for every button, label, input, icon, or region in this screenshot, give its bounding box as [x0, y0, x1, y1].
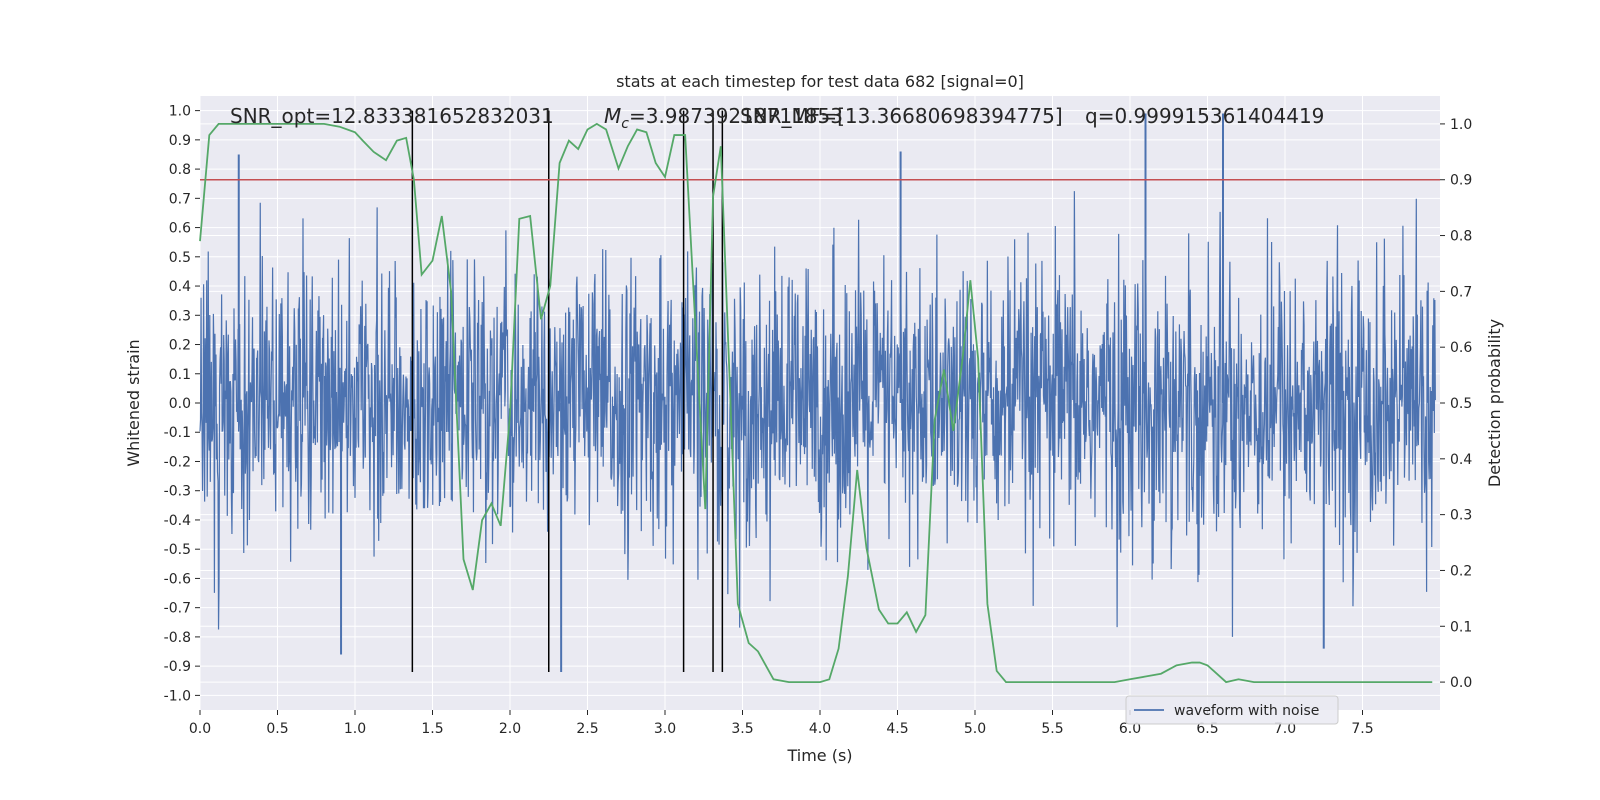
y-left-tick-label: 0.6 — [169, 221, 191, 237]
x-axis-ticks: 0.0 0.5 1.0 1.5 2.0 2.5 3.0 3.5 4.0 4.5 5.0 5.5 6.0 6… — [189, 710, 1374, 737]
x-tick-label: 4.0 — [809, 721, 831, 737]
y-axis-right-ticks: 0.0 0.1 0.2 0.3 0.4 0.5 0.6 0.7 0.8 0.9 1.0 — [1440, 117, 1472, 691]
x-tick-label: 3.0 — [654, 721, 676, 737]
x-tick-label: 0.0 — [189, 721, 211, 737]
annotation-chirp-mass-value: =3.98739218711853 — [629, 104, 843, 128]
x-tick-label: 5.0 — [964, 721, 986, 737]
y-left-tick-label: 0.0 — [169, 396, 191, 412]
x-tick-label: 5.5 — [1041, 721, 1063, 737]
annotation-chirp-mass-subscript: c — [621, 116, 629, 132]
y-left-tick-label: -0.9 — [164, 659, 191, 675]
y-right-tick-label: 0.3 — [1450, 508, 1472, 524]
y-left-tick-label: 0.2 — [169, 338, 191, 354]
y-left-tick-label: -0.8 — [164, 630, 191, 646]
probability-curve — [199, 122, 1433, 684]
y-right-tick-label: 0.5 — [1450, 396, 1472, 412]
y-right-tick-label: 0.9 — [1450, 173, 1472, 189]
x-tick-label: 3.5 — [731, 721, 753, 737]
y-left-tick-label: 0.3 — [169, 308, 191, 324]
y-left-tick-label: 0.4 — [169, 279, 191, 295]
x-tick-label: 0.5 — [266, 721, 288, 737]
x-tick-label: 2.0 — [499, 721, 521, 737]
waveform-trace — [199, 169, 1436, 637]
y-left-tick-label: -0.2 — [164, 454, 191, 470]
y-axis-left-label: Whitened strain — [124, 339, 143, 466]
annotation-snr-opt: SNR_opt=12.833381652832031 — [230, 104, 554, 128]
y-right-tick-label: 0.6 — [1450, 340, 1472, 356]
legend-box — [1125, 695, 1339, 725]
legend: waveform with noise — [1125, 695, 1339, 725]
legend-label: waveform with noise — [1174, 703, 1319, 719]
y-left-tick-label: -0.5 — [164, 542, 191, 558]
y-left-tick-label: -0.3 — [164, 484, 191, 500]
x-tick-label: 1.0 — [344, 721, 366, 737]
x-tick-label: 2.5 — [576, 721, 598, 737]
y-axis-right-label: Detection probability — [1485, 319, 1504, 487]
annotation-snr-mf: SNR_MF=[13.36680698394775] — [740, 104, 1063, 128]
waveform-with-noise-series — [199, 113, 1436, 672]
y-right-tick-label: 0.7 — [1450, 284, 1472, 300]
y-left-tick-label: 0.5 — [169, 250, 191, 266]
y-left-tick-label: 0.1 — [169, 367, 191, 383]
y-left-tick-label: 0.7 — [169, 191, 191, 207]
y-left-tick-label: -0.6 — [164, 571, 191, 587]
y-right-tick-label: 1.0 — [1450, 117, 1472, 133]
grid — [199, 96, 1440, 710]
y-left-tick-label: -0.7 — [164, 601, 191, 617]
detection-probability-series — [199, 122, 1433, 684]
y-right-tick-label: 0.1 — [1450, 619, 1472, 635]
y-left-tick-label: -1.0 — [164, 688, 191, 704]
chart-title: stats at each timestep for test data 682… — [616, 72, 1024, 91]
y-right-tick-label: 0.0 — [1450, 675, 1472, 691]
y-right-tick-label: 0.2 — [1450, 563, 1472, 579]
x-tick-label: 7.0 — [1274, 721, 1296, 737]
y-axis-left-ticks: -1.0 -0.9 -0.8 -0.7 -0.6 -0.5 -0.4 -0.3 -0.2 -0.1… — [164, 104, 200, 704]
x-tick-label: 4.5 — [886, 721, 908, 737]
x-tick-label: 6.0 — [1119, 721, 1141, 737]
x-axis-label: Time (s) — [786, 746, 852, 765]
annotation-mass-ratio: q=0.999915361404419 — [1085, 104, 1324, 128]
y-left-tick-label: -0.4 — [164, 513, 191, 529]
x-tick-label: 1.5 — [421, 721, 443, 737]
annotation-chirp-mass: Mc=3.98739218711853 — [604, 104, 843, 132]
y-left-tick-label: 0.8 — [169, 162, 191, 178]
x-tick-label: 6.5 — [1196, 721, 1218, 737]
y-left-tick-label: 1.0 — [169, 104, 191, 120]
y-left-tick-label: 0.9 — [169, 133, 191, 149]
annotation-chirp-mass-symbol: M — [604, 104, 621, 128]
y-right-tick-label: 0.8 — [1450, 229, 1472, 245]
x-tick-label: 7.5 — [1351, 721, 1373, 737]
y-right-tick-label: 0.4 — [1450, 452, 1472, 468]
y-left-tick-label: -0.1 — [164, 425, 191, 441]
